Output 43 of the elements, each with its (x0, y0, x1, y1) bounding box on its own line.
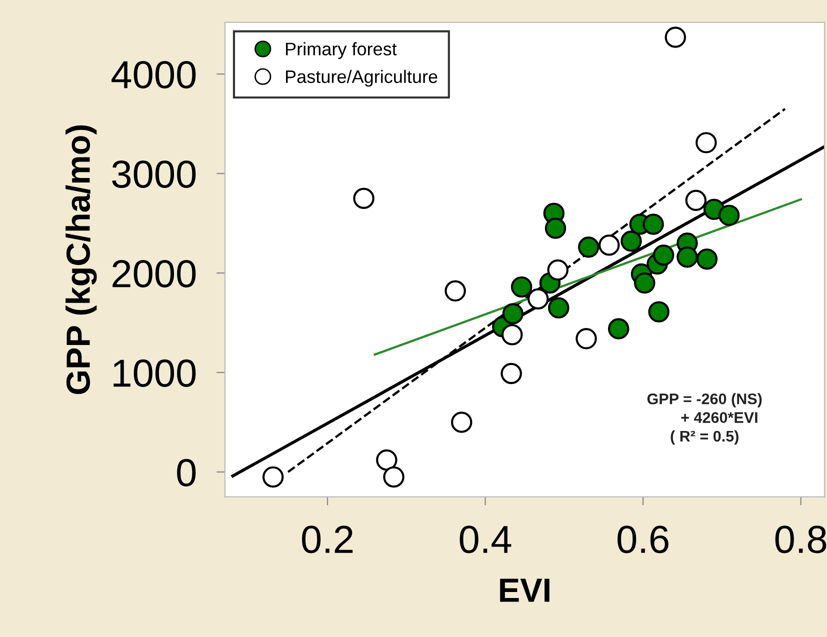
point (510, 276, 532, 298)
point (502, 303, 524, 324)
point (642, 214, 664, 235)
point (544, 218, 566, 239)
point (383, 466, 404, 488)
point (634, 272, 656, 294)
y-axis-title: GPP (kgC/ha/mo) (66, 125, 97, 394)
point (444, 280, 466, 302)
point (676, 246, 698, 268)
point (718, 204, 740, 226)
point (501, 324, 523, 346)
x-tick-label: 0.8 (775, 526, 826, 554)
x-tick-label: 0.2 (302, 526, 353, 554)
point (547, 259, 568, 281)
point (664, 26, 686, 48)
point (262, 466, 284, 488)
point (685, 190, 707, 211)
point (696, 132, 717, 154)
y-tick-label: 4000 (112, 60, 196, 89)
x-tick-label: 0.6 (618, 526, 668, 554)
point (652, 244, 674, 266)
legend-label: Pasture/Agriculture (286, 70, 438, 87)
point (500, 362, 522, 384)
x-tick-label: 0.4 (460, 526, 512, 554)
point (620, 230, 642, 252)
point (528, 288, 549, 310)
y-tick-label: 3000 (112, 160, 196, 188)
point (696, 248, 718, 270)
point (451, 412, 472, 433)
annotation: GPP = -260 (NS) + 4260*EVI ( R² = 0.5) (647, 393, 762, 445)
point (548, 297, 570, 318)
y-tick-label: 1000 (114, 359, 196, 387)
y-tick-label: 0 (177, 458, 196, 486)
point (648, 301, 670, 322)
x-axis-title: EVI (500, 578, 550, 602)
point (578, 236, 600, 258)
point (353, 188, 374, 210)
point (598, 234, 620, 256)
legend-label: Primary forest (286, 42, 397, 59)
point (376, 449, 398, 471)
point (576, 328, 597, 350)
point (608, 318, 630, 340)
y-tick-label: 2000 (112, 260, 196, 288)
